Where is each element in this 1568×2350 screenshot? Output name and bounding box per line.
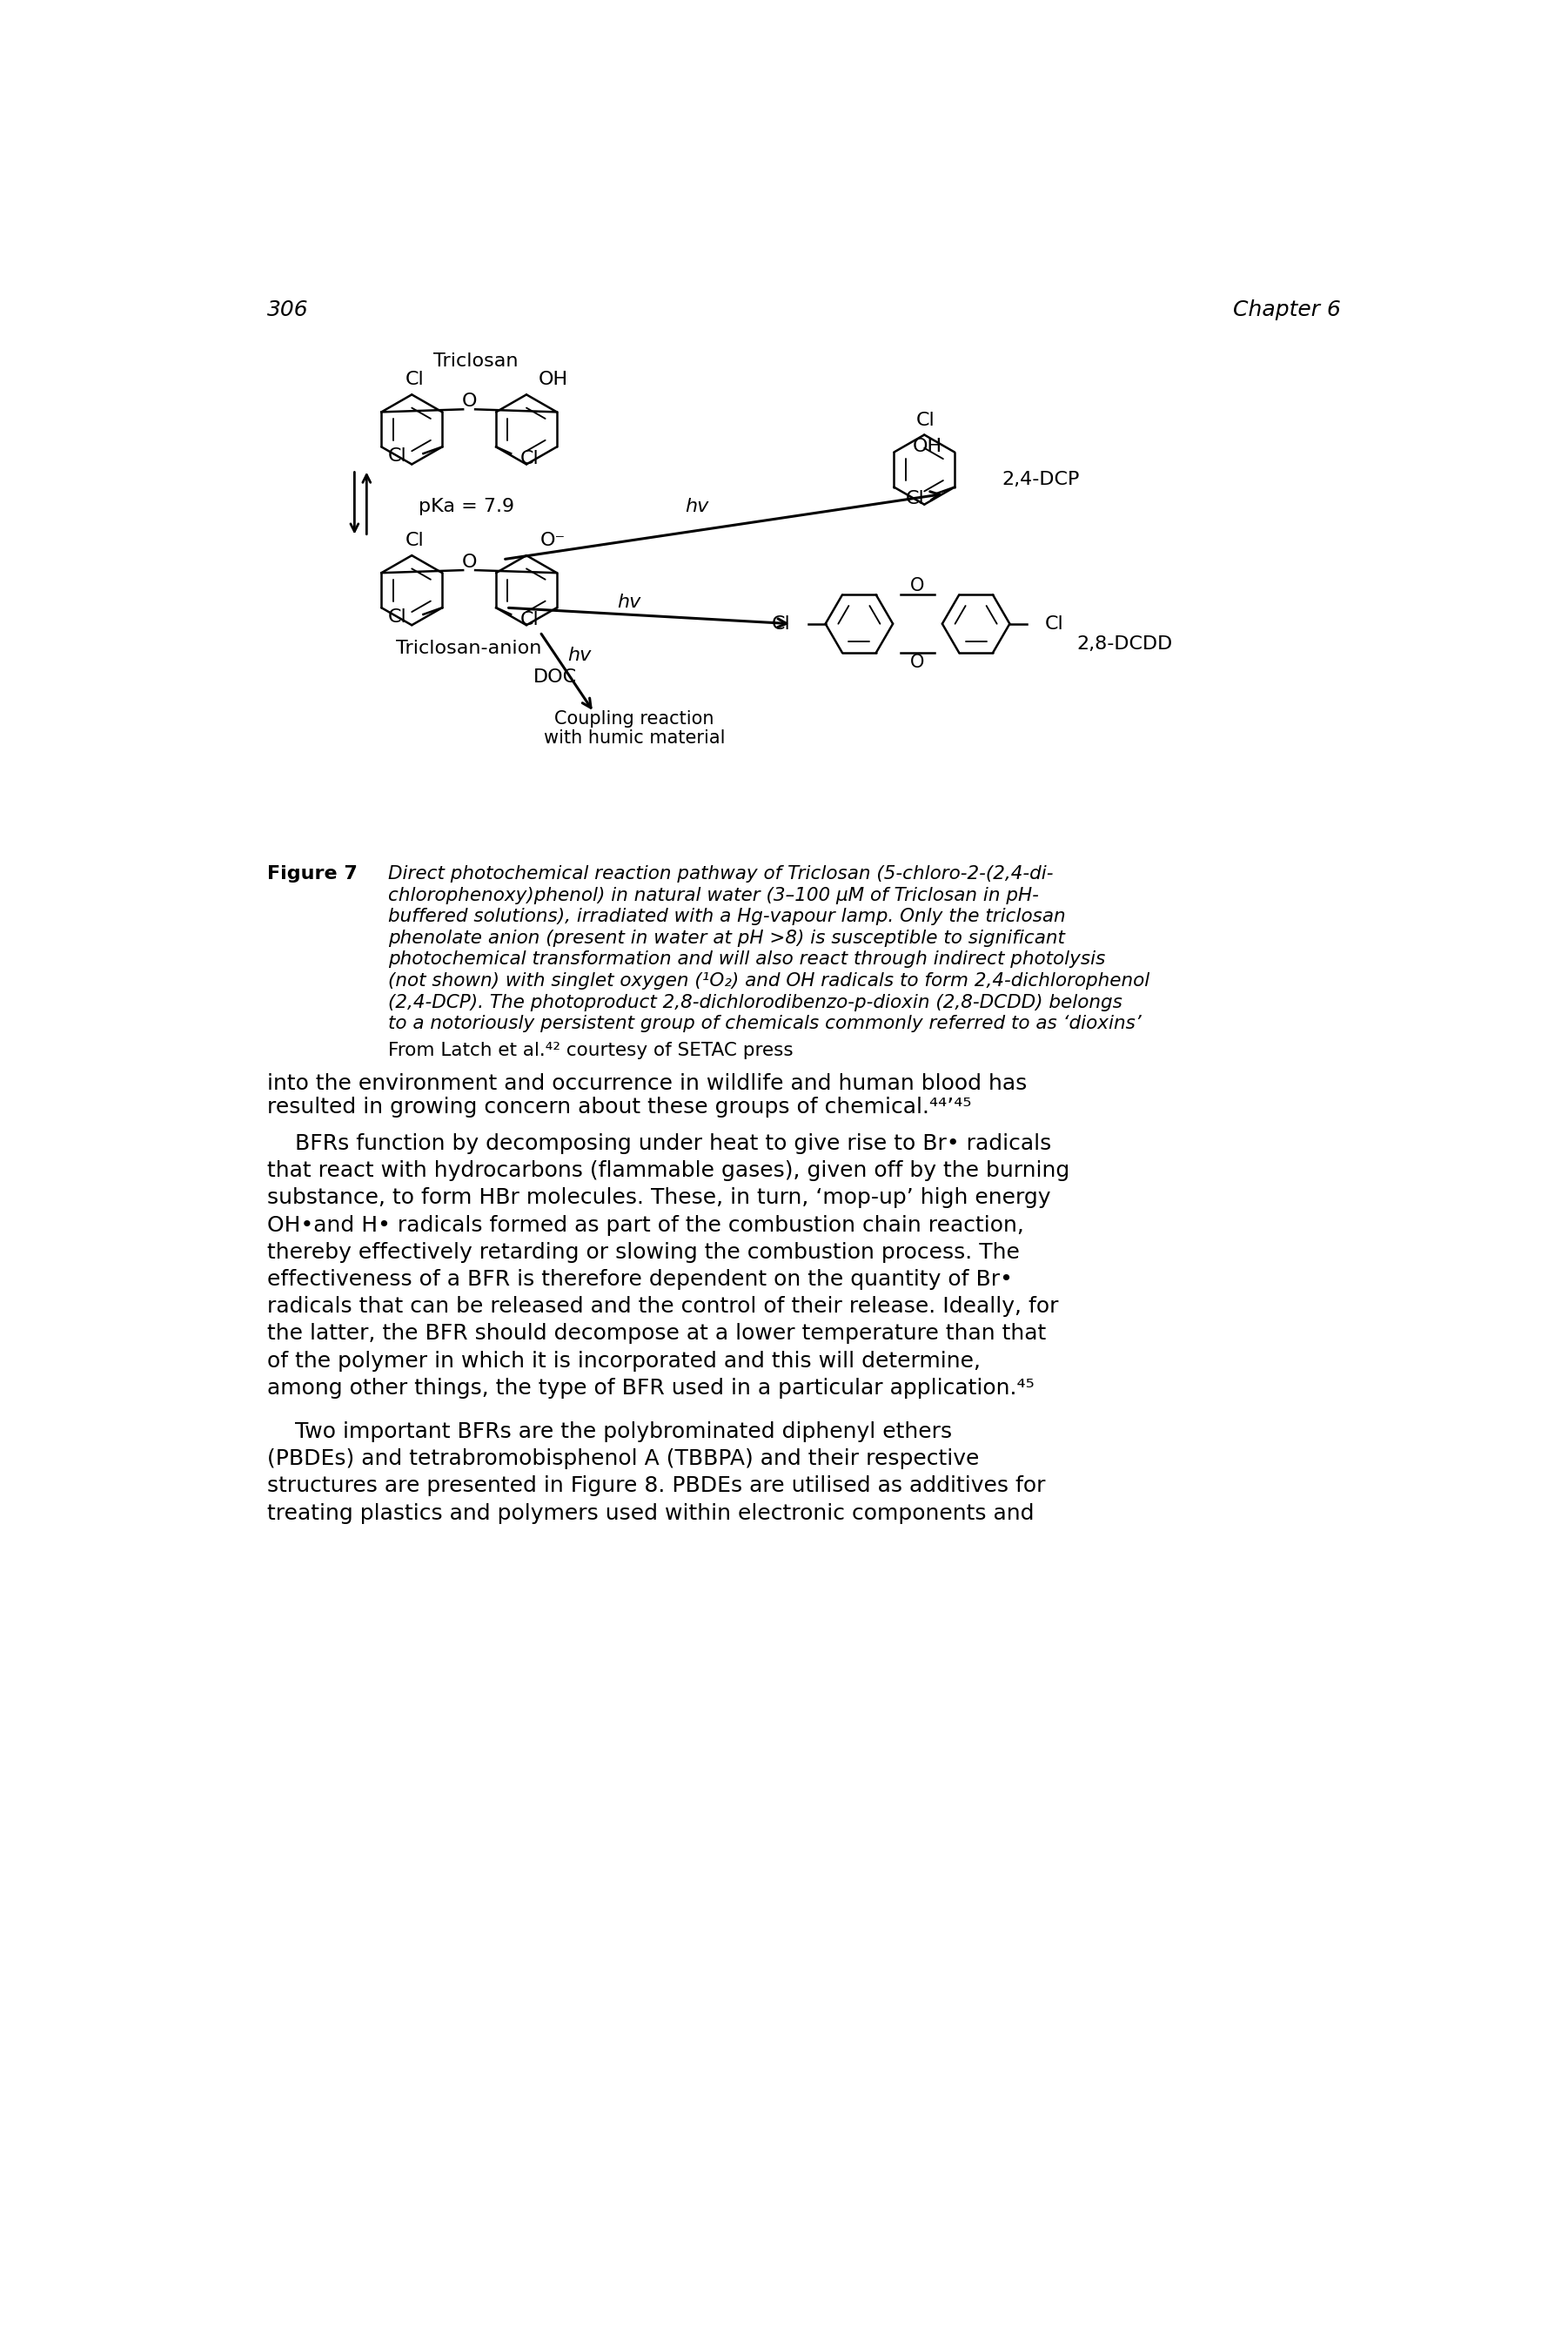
Text: Cl: Cl xyxy=(771,616,790,632)
Text: 306: 306 xyxy=(267,301,309,320)
Text: (not shown) with singlet oxygen (¹O₂) and OH radicals to form 2,4-dichlorophenol: (not shown) with singlet oxygen (¹O₂) an… xyxy=(389,973,1149,989)
Text: to a notoriously persistent group of chemicals commonly referred to as ‘dioxins’: to a notoriously persistent group of che… xyxy=(389,1015,1142,1032)
Text: Cl: Cl xyxy=(405,371,423,388)
Text: chlorophenoxy)phenol) in natural water (3–100 μM of Triclosan in pH-: chlorophenoxy)phenol) in natural water (… xyxy=(389,886,1040,905)
Text: phenolate anion (present in water at pH >8) is susceptible to significant: phenolate anion (present in water at pH … xyxy=(389,928,1065,947)
Text: O: O xyxy=(461,555,477,571)
Text: OH: OH xyxy=(538,371,568,388)
Text: Cl: Cl xyxy=(916,411,935,428)
Text: Triclosan-anion: Triclosan-anion xyxy=(397,639,543,658)
Text: resulted in growing concern about these groups of chemical.⁴⁴’⁴⁵: resulted in growing concern about these … xyxy=(267,1097,971,1119)
Text: pKa = 7.9: pKa = 7.9 xyxy=(419,498,514,515)
Text: with humic material: with humic material xyxy=(544,728,724,747)
Text: Chapter 6: Chapter 6 xyxy=(1232,301,1341,320)
Text: Cl: Cl xyxy=(521,451,539,468)
Text: (2,4-DCP). The photoproduct 2,8-dichlorodibenzo-p-dioxin (2,8-DCDD) belongs: (2,4-DCP). The photoproduct 2,8-dichloro… xyxy=(389,994,1123,1010)
Text: O: O xyxy=(461,392,477,409)
Text: O: O xyxy=(911,653,925,670)
Text: Cl: Cl xyxy=(1044,616,1063,632)
Text: hv: hv xyxy=(685,498,709,515)
Text: into the environment and occurrence in wildlife and human blood has: into the environment and occurrence in w… xyxy=(267,1074,1027,1093)
Text: DOC: DOC xyxy=(533,670,577,686)
Text: Cl: Cl xyxy=(389,609,408,625)
Text: BFRs function by decomposing under heat to give rise to Br• radicals
that react : BFRs function by decomposing under heat … xyxy=(267,1133,1069,1398)
Text: Cl: Cl xyxy=(405,531,423,550)
Text: Cl: Cl xyxy=(905,491,924,508)
Text: Cl: Cl xyxy=(389,446,408,465)
Text: Direct photochemical reaction pathway of Triclosan (5-chloro-2-(2,4-di-: Direct photochemical reaction pathway of… xyxy=(389,865,1054,884)
Text: OH: OH xyxy=(913,437,942,456)
Text: O: O xyxy=(911,576,925,595)
Text: Triclosan: Triclosan xyxy=(433,352,519,369)
Text: hv: hv xyxy=(568,646,591,665)
Text: From Latch et al.⁴² courtesy of SETAC press: From Latch et al.⁴² courtesy of SETAC pr… xyxy=(389,1041,793,1060)
Text: 2,8-DCDD: 2,8-DCDD xyxy=(1077,634,1173,653)
Text: Two important BFRs are the polybrominated diphenyl ethers
(PBDEs) and tetrabromo: Two important BFRs are the polybrominate… xyxy=(267,1422,1046,1523)
Text: 2,4-DCP: 2,4-DCP xyxy=(1002,470,1080,489)
Text: Coupling reaction: Coupling reaction xyxy=(555,710,713,728)
Text: O⁻: O⁻ xyxy=(539,531,566,550)
Text: photochemical transformation and will also react through indirect photolysis: photochemical transformation and will al… xyxy=(389,952,1105,968)
Text: hv: hv xyxy=(616,595,641,611)
Text: Figure 7: Figure 7 xyxy=(267,865,358,884)
Text: Cl: Cl xyxy=(521,611,539,627)
Text: buffered solutions), irradiated with a Hg-vapour lamp. Only the triclosan: buffered solutions), irradiated with a H… xyxy=(389,907,1066,926)
